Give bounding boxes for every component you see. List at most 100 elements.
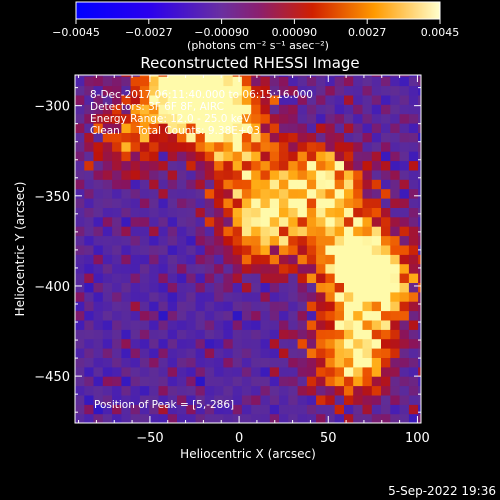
heatmap-cell	[139, 291, 150, 302]
heatmap-cell	[279, 291, 289, 302]
heatmap-cell	[381, 235, 391, 246]
heatmap-cell	[353, 216, 364, 227]
heatmap-cell	[334, 348, 345, 358]
heatmap-cell	[371, 188, 382, 199]
heatmap-cell	[167, 329, 178, 340]
heatmap-cell	[260, 179, 271, 190]
heatmap-cell	[93, 273, 104, 283]
heatmap-cell	[84, 216, 95, 227]
heatmap-cell	[75, 413, 85, 423]
heatmap-cell	[241, 273, 252, 283]
heatmap-cell	[251, 235, 262, 246]
heatmap-cell	[260, 113, 271, 124]
heatmap-cell	[241, 385, 252, 396]
heatmap-cell	[325, 263, 336, 274]
heatmap-cell	[121, 169, 132, 180]
heatmap-cell	[306, 75, 317, 77]
heatmap-cell	[232, 235, 243, 246]
heatmap-cell	[214, 244, 224, 255]
heatmap-cell	[334, 291, 345, 302]
heatmap-cell	[371, 310, 382, 321]
heatmap-cell	[381, 404, 391, 415]
heatmap-cell	[112, 188, 122, 199]
heatmap-cell	[344, 104, 354, 115]
heatmap-cell	[158, 329, 169, 340]
heatmap-cell	[362, 75, 373, 77]
heatmap-cell	[195, 310, 206, 321]
heatmap-cell	[260, 394, 271, 405]
peak-position-label: Position of Peak = [5,-286]	[94, 399, 234, 411]
heatmap-cell	[84, 141, 95, 152]
heatmap-cell	[223, 310, 234, 321]
heatmap-cell	[260, 76, 271, 87]
heatmap-cell	[149, 235, 160, 246]
heatmap-cell	[306, 169, 317, 180]
heatmap-cell	[195, 348, 206, 358]
heatmap-cell	[195, 85, 206, 96]
heatmap-cell	[297, 254, 308, 265]
heatmap-cell	[112, 329, 122, 340]
heatmap-cell	[158, 376, 169, 387]
heatmap-cell	[325, 160, 336, 171]
heatmap-cell	[158, 338, 169, 349]
heatmap-cell	[353, 132, 364, 143]
heatmap-cell	[353, 329, 364, 340]
heatmap-cell	[353, 94, 364, 105]
heatmap-cell	[306, 141, 317, 152]
heatmap-cell	[149, 301, 160, 312]
heatmap-cell	[344, 244, 354, 255]
heatmap	[75, 75, 421, 423]
heatmap-cell	[204, 198, 215, 208]
heatmap-cell	[130, 169, 141, 180]
heatmap-cell	[334, 357, 345, 368]
heatmap-cell	[353, 282, 364, 293]
heatmap-cell	[84, 113, 95, 124]
heatmap-cell	[418, 329, 421, 340]
heatmap-cell	[353, 357, 364, 368]
heatmap-cell	[158, 141, 169, 152]
heatmap-cell	[139, 404, 150, 415]
heatmap-cell	[75, 85, 85, 96]
heatmap-cell	[93, 385, 104, 396]
heatmap-cell	[269, 263, 280, 274]
heatmap-cell	[418, 291, 421, 302]
colorbar-tick-label: 0.0027	[348, 26, 387, 39]
heatmap-cell	[177, 376, 187, 387]
heatmap-cell	[418, 179, 421, 190]
heatmap-cell	[149, 338, 160, 349]
heatmap-cell	[362, 94, 373, 105]
heatmap-cell	[121, 75, 132, 77]
heatmap-cell	[297, 207, 308, 218]
heatmap-cell	[241, 404, 252, 415]
heatmap-cell	[418, 132, 421, 143]
x-axis: −50 0 50 100	[78, 75, 430, 446]
heatmap-cell	[214, 169, 224, 180]
heatmap-cell	[75, 338, 85, 349]
heatmap-cell	[195, 113, 206, 124]
heatmap-cell	[241, 85, 252, 96]
heatmap-cell	[344, 216, 354, 227]
heatmap-cell	[167, 94, 178, 105]
x-axis-label: Heliocentric X (arcsec)	[180, 447, 316, 461]
heatmap-cell	[121, 85, 132, 96]
heatmap-cell	[121, 366, 132, 377]
heatmap-cell	[408, 207, 419, 218]
heatmap-cell	[102, 319, 113, 330]
heatmap-cell	[223, 113, 234, 124]
heatmap-cell	[130, 226, 141, 237]
y-tick-label: −350	[34, 190, 70, 205]
heatmap-cell	[177, 85, 187, 96]
heatmap-cell	[362, 310, 373, 321]
heatmap-cell	[158, 123, 169, 133]
heatmap-cell	[399, 169, 410, 180]
heatmap-cell	[390, 160, 401, 171]
heatmap-cell	[381, 216, 391, 227]
heatmap-cell	[93, 376, 104, 387]
heatmap-cell	[344, 263, 354, 274]
heatmap-cell	[260, 207, 271, 218]
heatmap-cell	[223, 226, 234, 237]
heatmap-cell	[251, 338, 262, 349]
colorbar-tick-label: 0.0045	[421, 26, 460, 39]
heatmap-cell	[232, 282, 243, 293]
